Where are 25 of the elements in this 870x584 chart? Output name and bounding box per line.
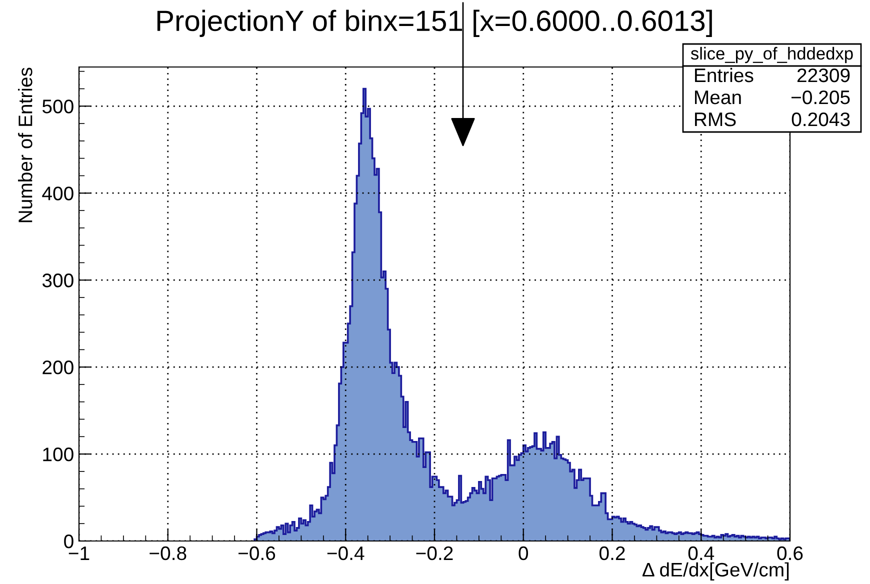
y-tick-label: 100 bbox=[43, 447, 74, 462]
annotation: Mean bbox=[695, 90, 741, 104]
x-tick-label: −1 bbox=[68, 546, 90, 560]
y-tick-label: 300 bbox=[42, 274, 74, 288]
x-tick-label: −0.2 bbox=[416, 546, 453, 560]
y-tick-label: 0 bbox=[64, 534, 74, 548]
text: slice_py_of_hddedxp bbox=[690, 46, 853, 64]
x-tick-label: 0.6 bbox=[777, 546, 803, 560]
text: 0.2043 bbox=[792, 112, 850, 126]
y-tick-label: 500 bbox=[42, 100, 74, 114]
x-tick-label: 0 bbox=[518, 546, 528, 560]
x-tick-label: 0.4 bbox=[688, 546, 714, 560]
annotation: Entries bbox=[695, 68, 754, 82]
x-tick-label: 0.2 bbox=[599, 546, 625, 560]
text: 22309 bbox=[797, 68, 850, 82]
x-tick-label: −0.6 bbox=[238, 546, 276, 560]
x-tick-label: −0.4 bbox=[327, 546, 364, 560]
y-axis-title: Number of Entries bbox=[18, 68, 32, 222]
x-axis-title: Δ dE/dx[GeV/cm] bbox=[642, 562, 789, 580]
annotation: RMS bbox=[695, 112, 736, 126]
y-tick-label: 200 bbox=[42, 360, 74, 374]
text: −0.205 bbox=[792, 90, 850, 104]
x-tick-label: −0.8 bbox=[150, 546, 186, 560]
chart-title: ProjectionY of binx=151 [x=0.6000..0.6013] bbox=[157, 10, 712, 37]
y-tick-label: 400 bbox=[42, 186, 74, 200]
